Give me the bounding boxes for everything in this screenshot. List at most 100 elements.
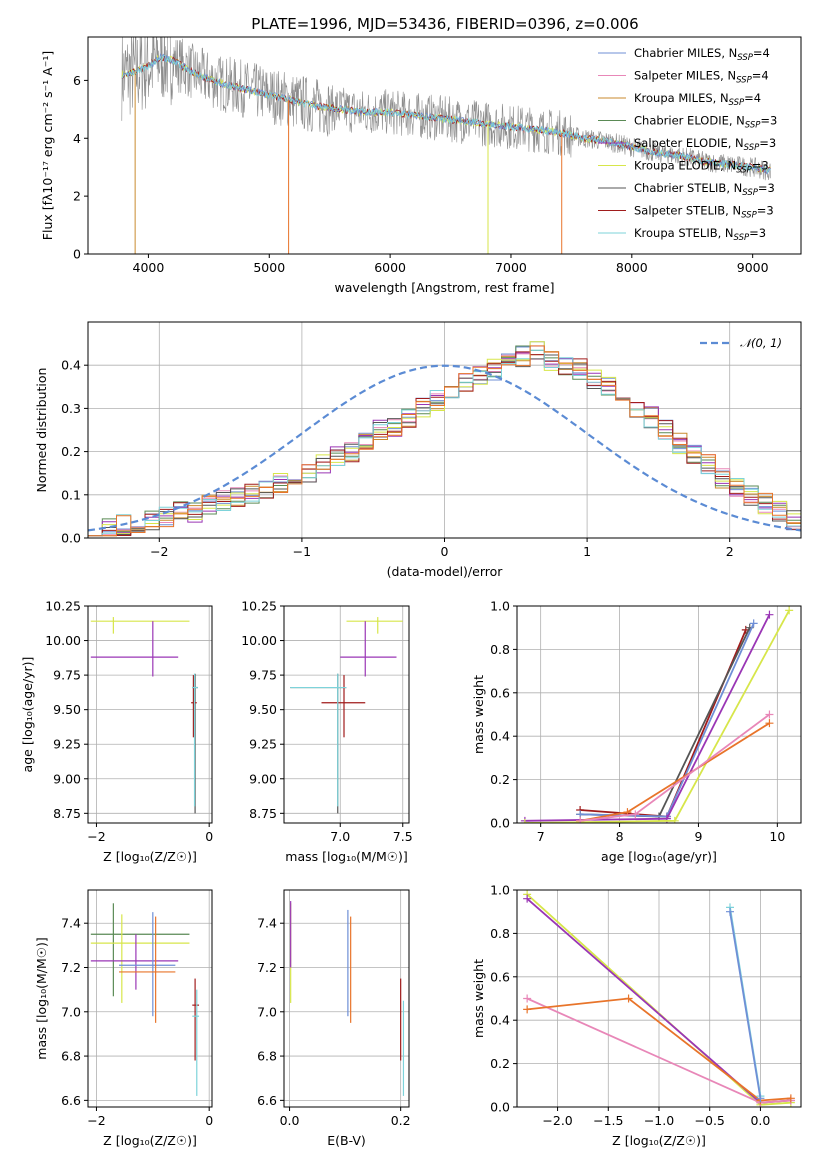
x-tick-label: −1: [293, 544, 311, 559]
series-line-salpeter_stelib: [580, 629, 747, 818]
y-tick-label: 6.8: [257, 1049, 277, 1064]
y-tick-label: 10.00: [45, 633, 81, 648]
errorbar-point-salpeter_stelib: [192, 978, 200, 1061]
series-marker-kroupa_elodie: [520, 819, 529, 823]
y-tick-label: 0: [73, 247, 81, 262]
legend-entry-salpeter_stelib: Salpeter STELIB, NSSP=3: [634, 204, 774, 221]
x-tick-label: 6000: [374, 260, 406, 275]
y-tick-label: 0.4: [61, 358, 81, 373]
y-tick-label: 9.50: [249, 702, 277, 717]
series-marker-salpeter_miles: [765, 710, 774, 719]
y-tick-label: 0.8: [490, 926, 510, 941]
errorbar-point-kroupa_stelib: [192, 989, 200, 1096]
errorbar-point-chabrier_elodie: [90, 903, 190, 997]
x-axis-label: Z [log₁₀(Z/Z☉)]: [612, 1133, 706, 1148]
x-tick-label: 0: [441, 544, 449, 559]
y-tick-label: 0.6: [490, 685, 510, 700]
series-line-orange: [527, 997, 791, 1102]
x-tick-label: −2: [87, 1113, 105, 1128]
series-marker-chabrier_miles: [749, 619, 758, 628]
x-tick-label: 0: [205, 829, 213, 844]
legend-entry-salpeter_miles: Salpeter MILES, NSSP=4: [634, 69, 769, 86]
x-axis-label: mass [log₁₀(M/M☉)]: [285, 849, 407, 864]
y-tick-label: 9.50: [53, 702, 81, 717]
x-axis-label: Z [log₁₀(Z/Z☉)]: [103, 1133, 197, 1148]
panel-residuals: −2 −1 0 1 2 0.0 0.1 0.2 0.3 0.4 (data-model)/error…: [34, 321, 802, 579]
series-marker-kroupa_elodie: [670, 816, 679, 823]
y-tick-label: 7.4: [257, 916, 277, 931]
x-tick-label: −0.5: [695, 1113, 725, 1128]
x-tick-label: 10: [769, 829, 785, 844]
plot-area-residuals: [88, 341, 801, 537]
y-tick-label: 9.00: [53, 771, 81, 786]
legend-entry-chabrier_miles: Chabrier MILES, NSSP=4: [634, 46, 770, 63]
series-line-kroupa_elodie: [524, 609, 790, 823]
errorbar-point-kroupa_stelib: [290, 673, 347, 807]
histogram-orange: [88, 345, 801, 537]
y-tick-label: 9.00: [249, 771, 277, 786]
y-tick-label: 2: [73, 189, 81, 204]
x-tick-label: 4000: [133, 260, 165, 275]
y-tick-label: 0.4: [490, 729, 510, 744]
errorbar-point-kroupa_stelib: [192, 673, 198, 807]
x-tick-label: 7: [537, 829, 545, 844]
x-axis-label: age [log₁₀(age/yr)]: [601, 849, 717, 864]
legend-entry-kroupa_miles: Kroupa MILES, NSSP=4: [634, 91, 761, 108]
panel-massweight_vs_z: −2.0 −1.5 −1.0 −0.5 0.0 0.0 0.2 0.4 0.6 0.8 1.0 Z […: [471, 883, 802, 1148]
x-tick-label: 1: [583, 544, 591, 559]
axes-frame: [516, 605, 802, 824]
grid-age_vs_mass: [284, 605, 409, 823]
y-tick-label: 0.0: [61, 531, 81, 546]
series-marker-salpeter_miles: [631, 810, 640, 819]
y-tick-label: 8.75: [249, 806, 277, 821]
panel-age_vs_z: −2 0 8.75 9.00 9.25 9.50 9.75 10.00 10.25 Z [log₁…: [20, 599, 213, 865]
series-line-chabrier_miles: [729, 911, 762, 1099]
y-tick-label: 6: [73, 73, 81, 88]
y-tick-label: 10.25: [45, 599, 81, 614]
plot-area-massweight_vs_age: [520, 606, 794, 823]
x-tick-label: 7000: [495, 260, 527, 275]
plot-area-age_vs_z: [90, 617, 198, 814]
series-marker-orange: [624, 994, 633, 1003]
legend-entry-kroupa_stelib: Kroupa STELIB, NSSP=3: [634, 226, 766, 243]
x-axis-label: wavelength [Angstrom, rest frame]: [334, 280, 554, 295]
panel-spectrum: 4000 5000 6000 7000 8000 9000 0 2 4 6 wavelength […: [40, 36, 802, 295]
errorbar-point-salpeter_elodie: [340, 621, 397, 677]
errorbar-point-kroupa_elodie: [90, 914, 190, 1003]
panel-mass_vs_ebv: 0.0 0.2 6.6 6.8 7.0 7.2 7.4 E(B-V): [257, 889, 411, 1148]
errorbar-point-orange: [119, 916, 176, 1023]
errorbar-point-salpeter_elodie: [90, 621, 179, 677]
errorbar-point-kroupa_elodie: [90, 617, 190, 634]
y-tick-label: 0.0: [490, 1100, 510, 1115]
legend-entry-chabrier_elodie: Chabrier ELODIE, NSSP=3: [634, 114, 777, 131]
x-tick-label: 0: [205, 1113, 213, 1128]
errorbar-point-salpeter_stelib: [321, 675, 366, 738]
axes-frame: [87, 321, 802, 539]
x-tick-label: 9: [694, 829, 702, 844]
panel-mass_vs_z: −2 0 6.6 6.8 7.0 7.2 7.4 Z [log₁₀(Z/Z☉)] mass [l…: [34, 889, 213, 1148]
y-axis-label: mass [log₁₀(M/M☉)]: [34, 937, 49, 1059]
y-tick-label: 7.0: [257, 1004, 277, 1019]
y-tick-label: 0.1: [61, 487, 81, 502]
y-tick-label: 0.0: [490, 816, 510, 831]
axes-frame: [87, 889, 213, 1108]
grid-mass_vs_z: [88, 890, 212, 1107]
plot-area-age_vs_mass: [290, 617, 403, 814]
x-tick-label: 5000: [253, 260, 285, 275]
series-marker-orange: [786, 1094, 795, 1103]
x-tick-label: 7.5: [393, 829, 413, 844]
series-marker-salpeter_miles: [576, 816, 585, 823]
series-marker-orange: [765, 719, 774, 728]
x-axis-label: E(B-V): [327, 1133, 366, 1148]
plot-area-spectrum: [121, 37, 771, 254]
errorbar-point-chabrier_miles: [119, 912, 176, 1017]
y-tick-label: 0.6: [490, 969, 510, 984]
y-tick-label: 0.8: [490, 642, 510, 657]
plot-area-mass_vs_z: [90, 903, 200, 1096]
series-marker-salpeter_elodie: [523, 894, 532, 903]
y-tick-label: 1.0: [490, 883, 510, 898]
x-axis-label: Z [log₁₀(Z/Z☉)]: [103, 849, 197, 864]
y-tick-label: 9.25: [249, 737, 277, 752]
y-tick-label: 8.75: [53, 806, 81, 821]
